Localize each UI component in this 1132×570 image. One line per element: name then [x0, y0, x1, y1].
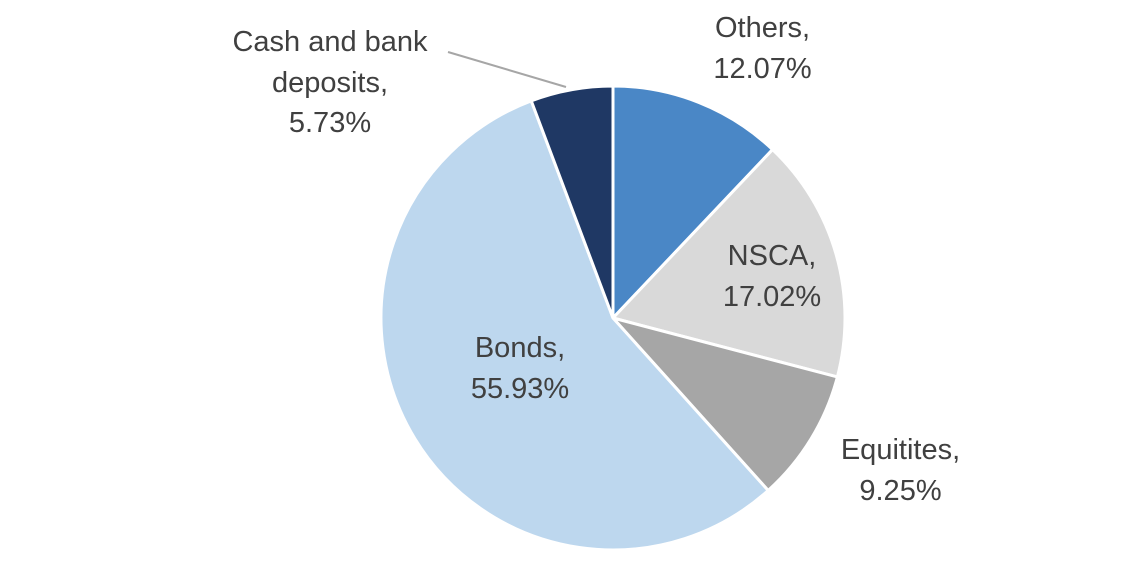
- slice-label-bonds: Bonds, 55.93%: [415, 328, 625, 409]
- slice-label-equitites-line2: 9.25%: [859, 474, 942, 507]
- slice-label-cash-line2: deposits,: [271, 66, 389, 99]
- pie-slices-group: [379, 84, 847, 552]
- pie-slice-nsca: [611, 148, 847, 379]
- slice-label-bonds-line1: Bonds,: [474, 332, 566, 364]
- slice-label-others-line2: 12.07%: [713, 52, 812, 85]
- slice-label-nsca-line1: NSCA,: [727, 240, 817, 272]
- slice-label-bonds-line2: 55.93%: [470, 372, 570, 405]
- pie-slice-bonds: [379, 99, 770, 552]
- leader-line-cash-and-bank-deposits: [447, 51, 567, 88]
- pie-slice-others: [611, 84, 775, 320]
- slice-label-cash-and-bank-deposits: Cash and bank deposits, 5.73%: [200, 22, 460, 144]
- slice-label-cash-line3: 5.73%: [288, 107, 372, 140]
- slice-label-equitites-line1: Equitites,: [840, 434, 961, 466]
- pie-slice-cash-and-bank-deposits: [529, 84, 615, 320]
- slice-label-others-line1: Others,: [714, 12, 811, 44]
- slice-label-equitites: Equitites, 9.25%: [788, 430, 1013, 511]
- slice-label-others: Others, 12.07%: [660, 8, 865, 89]
- slice-label-nsca: NSCA, 17.02%: [672, 236, 872, 317]
- slice-label-nsca-line2: 17.02%: [722, 280, 822, 313]
- pie-slice-equitites: [611, 316, 839, 492]
- slice-label-cash-line1: Cash and bank: [232, 26, 428, 58]
